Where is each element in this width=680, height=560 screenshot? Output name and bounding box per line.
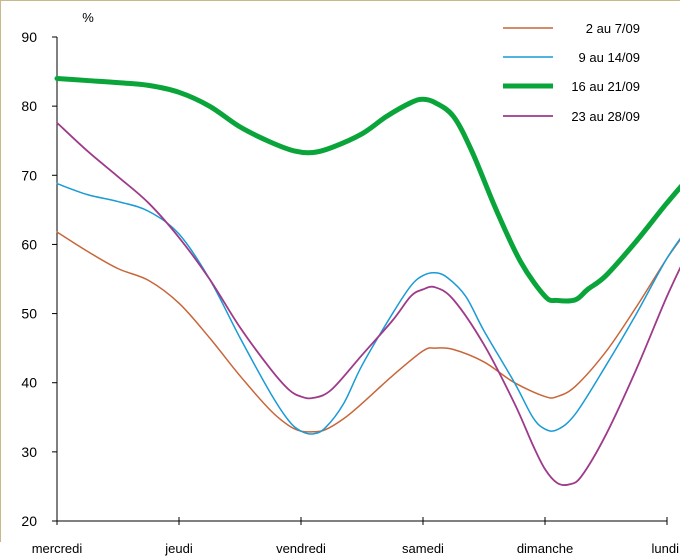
legend-label: 9 au 14/09 bbox=[579, 50, 640, 65]
series-line-2 bbox=[56, 182, 680, 435]
y-tick-label: 20 bbox=[21, 513, 37, 529]
legend-label: 23 au 28/09 bbox=[571, 109, 640, 124]
x-tick-label: jeudi bbox=[164, 541, 193, 556]
y-tick-label: 90 bbox=[21, 29, 37, 45]
legend-label: 16 au 21/09 bbox=[571, 79, 640, 94]
y-tick-label: 80 bbox=[21, 98, 37, 114]
legend-item-1: 2 au 7/09 bbox=[503, 21, 640, 36]
series-layer bbox=[54, 75, 680, 486]
legend: 2 au 7/09 9 au 14/09 16 au 21/09 23 au 28/0… bbox=[503, 21, 640, 124]
legend-item-2: 9 au 14/09 bbox=[503, 50, 640, 65]
x-tick-label: dimanche bbox=[517, 541, 573, 556]
frame-top-border bbox=[0, 0, 680, 1]
series-line-1 bbox=[56, 231, 680, 433]
series-line-3 bbox=[54, 75, 680, 304]
legend-item-4: 23 au 28/09 bbox=[503, 109, 640, 124]
x-tick-label: samedi bbox=[402, 541, 444, 556]
series-line-4 bbox=[56, 121, 680, 486]
x-tick-label: lundi bbox=[652, 541, 680, 556]
y-axis: 20 30 40 50 60 70 80 90 bbox=[21, 29, 58, 529]
frame-left-border bbox=[0, 0, 1, 542]
x-axis: mercredi jeudi vendredi samedi dimanche lundi bbox=[32, 517, 679, 556]
y-tick-label: 70 bbox=[21, 167, 37, 183]
x-tick-label: mercredi bbox=[32, 541, 83, 556]
legend-label: 2 au 7/09 bbox=[586, 21, 640, 36]
y-axis-unit-label: % bbox=[82, 10, 94, 25]
y-tick-label: 50 bbox=[21, 306, 37, 322]
y-tick-label: 30 bbox=[21, 444, 37, 460]
y-tick-label: 60 bbox=[21, 236, 37, 252]
legend-item-3: 16 au 21/09 bbox=[503, 79, 640, 94]
x-tick-label: vendredi bbox=[276, 541, 326, 556]
y-tick-label: 40 bbox=[21, 375, 37, 391]
